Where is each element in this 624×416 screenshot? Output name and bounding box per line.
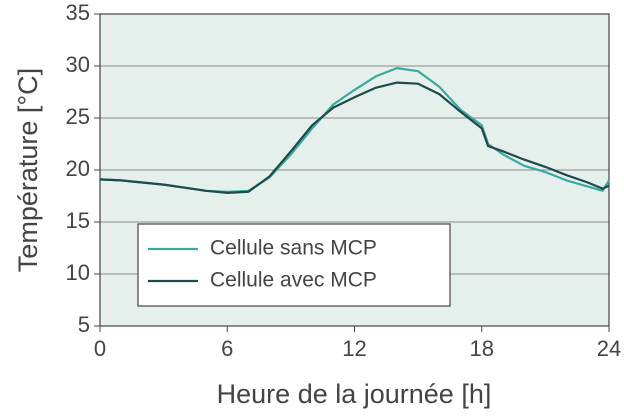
y-tick-label: 20 xyxy=(66,156,90,181)
line-series xyxy=(99,81,610,194)
legend: Cellule sans MCP Cellule avec MCP xyxy=(137,223,451,307)
y-tick-label: 15 xyxy=(66,208,90,233)
plot-frame xyxy=(99,13,610,327)
x-tick-label: 24 xyxy=(597,336,621,361)
legend-label: Cellule avec MCP xyxy=(210,269,377,292)
y-tick-label: 5 xyxy=(78,312,90,337)
x-tick-label: 0 xyxy=(94,336,106,361)
y-tick-label: 25 xyxy=(66,104,90,129)
legend-label: Cellule sans MCP xyxy=(210,237,377,260)
x-tick-label: 6 xyxy=(221,336,233,361)
x-axis-label: Heure de la journée [h] xyxy=(217,379,492,409)
legend-box xyxy=(137,223,451,307)
y-tick-label: 35 xyxy=(66,0,90,25)
x-tick-label: 12 xyxy=(342,336,366,361)
y-axis-label: Température [°C] xyxy=(13,68,43,272)
y-tick-label: 30 xyxy=(66,52,90,77)
x-tick-label: 18 xyxy=(470,336,494,361)
y-tick-label: 10 xyxy=(66,260,90,285)
